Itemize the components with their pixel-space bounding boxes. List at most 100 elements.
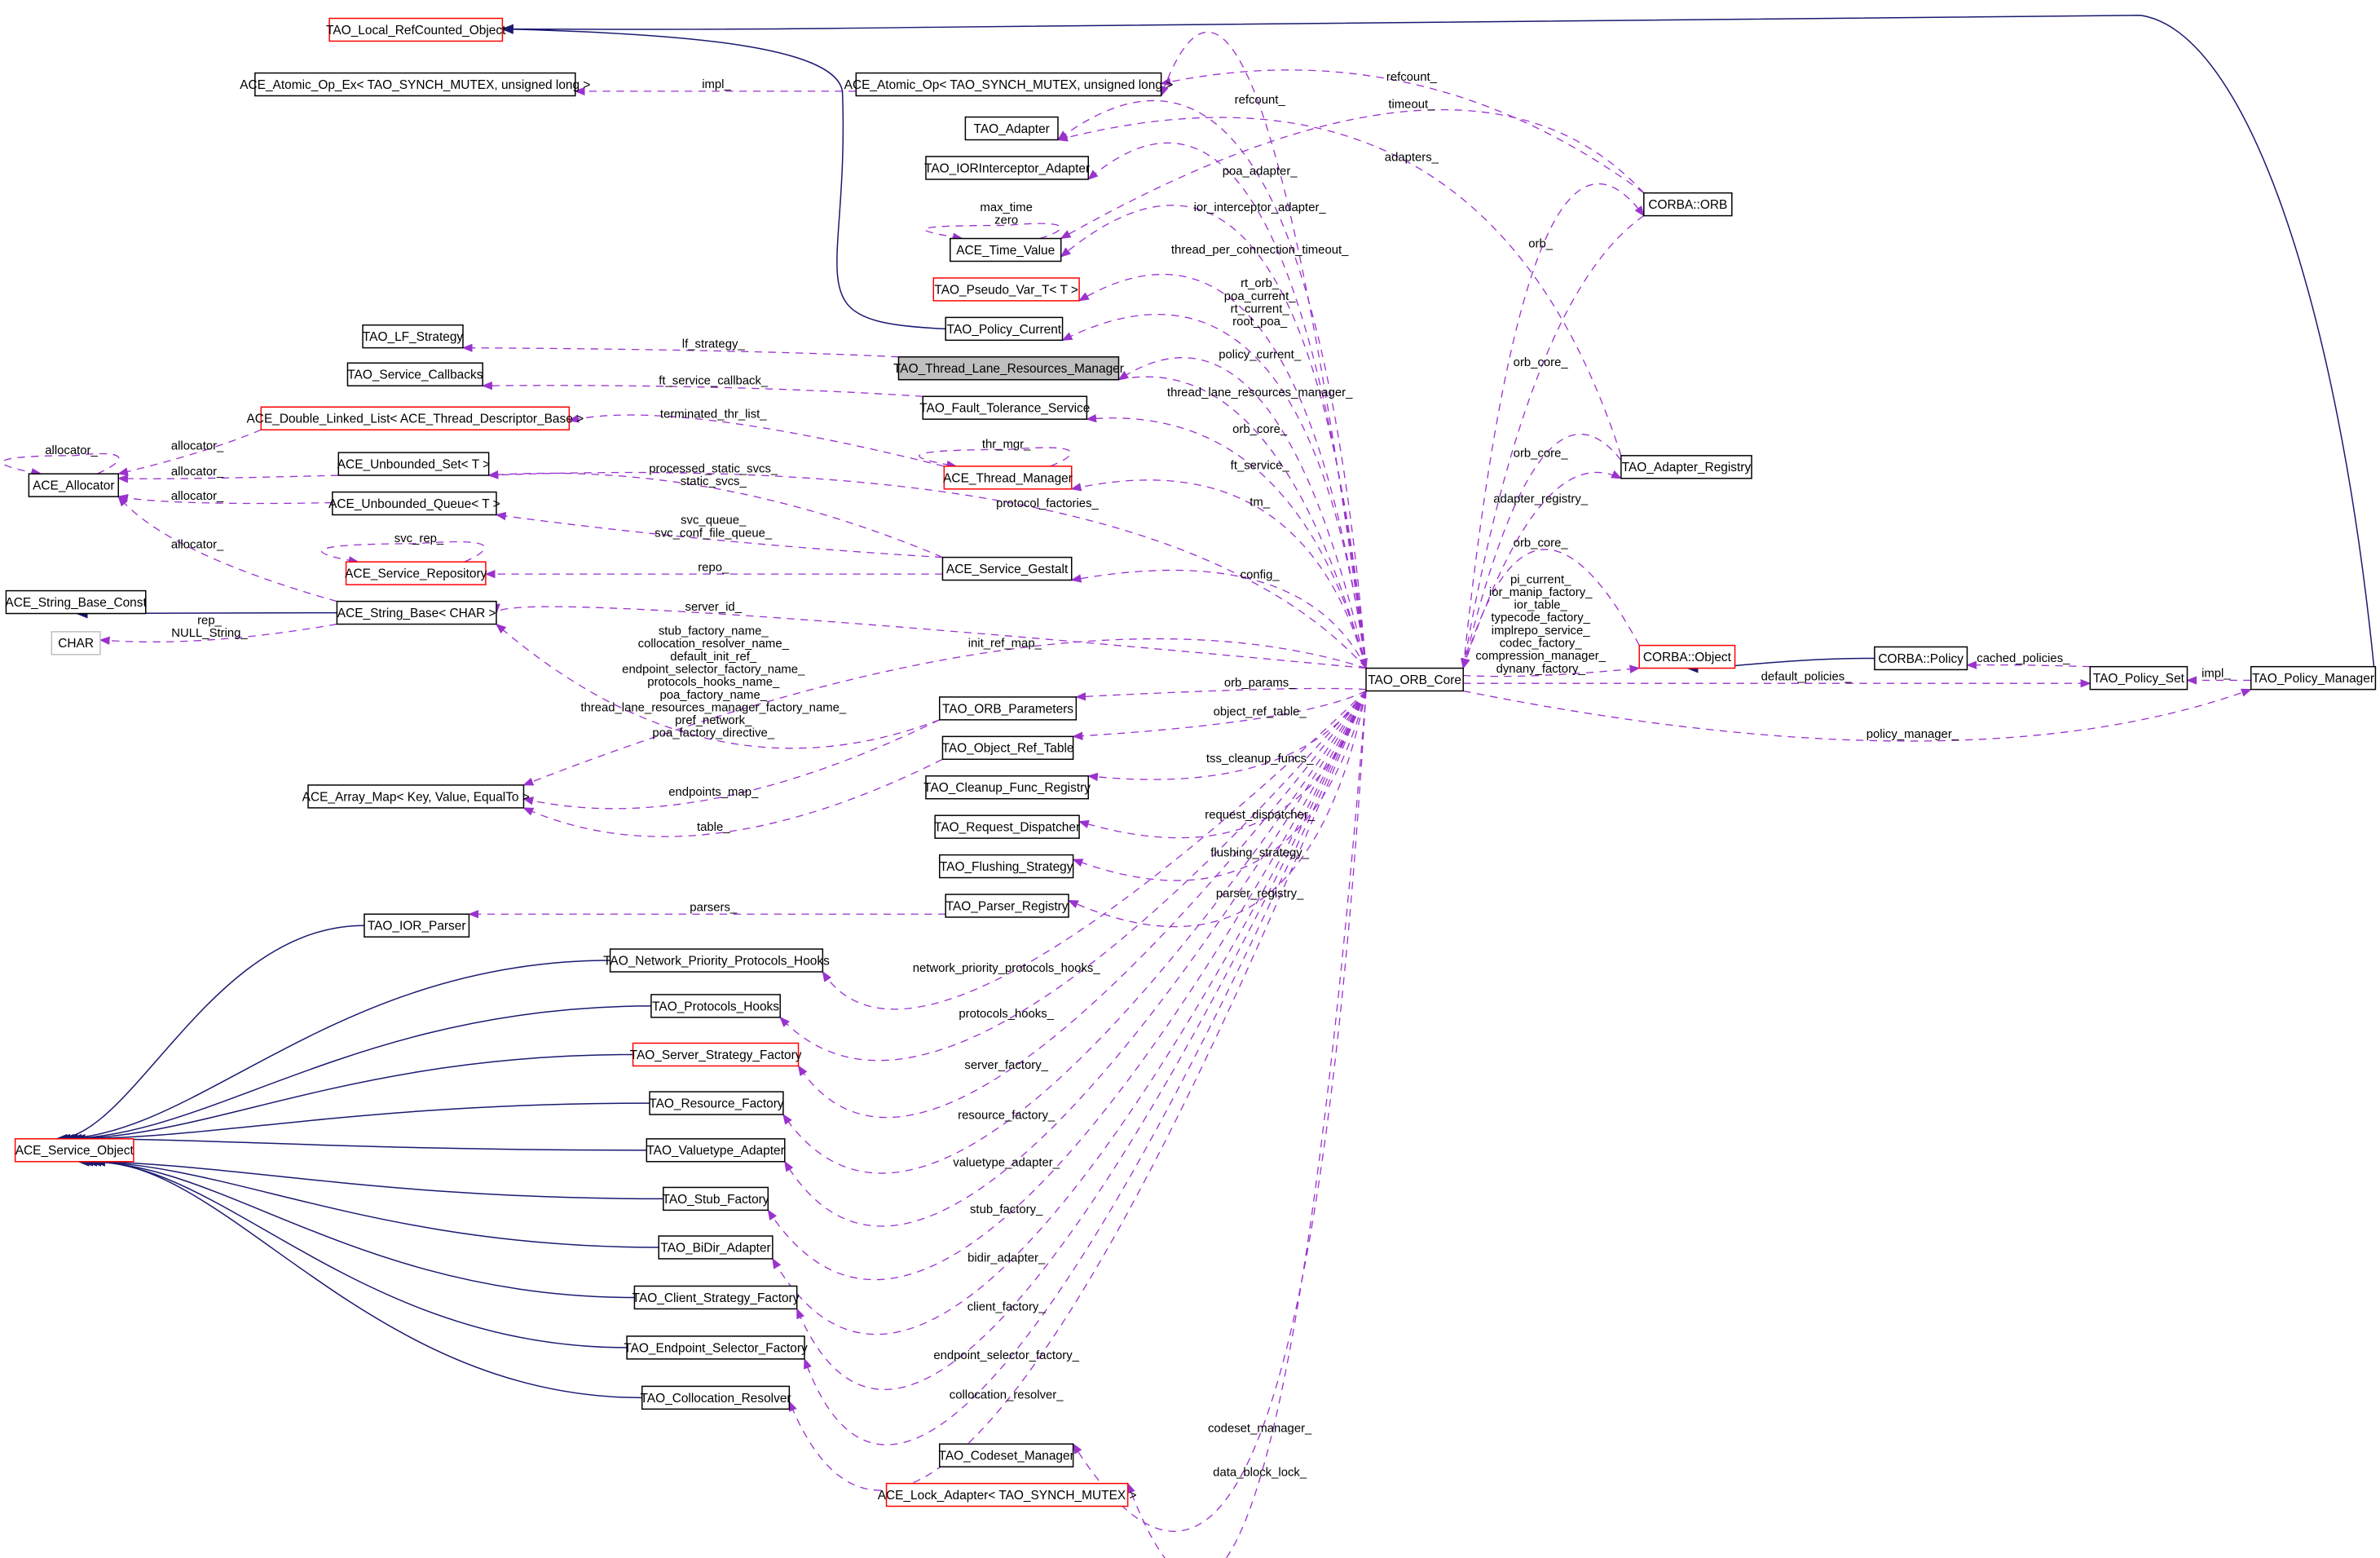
usage-edge [568, 414, 945, 467]
node-tao-bidir-adapter[interactable]: TAO_BiDir_Adapter [658, 1235, 774, 1260]
node-box [663, 1186, 769, 1212]
node-label: TAO_Fault_Tolerance_Service [919, 402, 1090, 416]
node-tao-network-priority-protocols-hooks[interactable]: TAO_Network_Priority_Protocols_Hooks [603, 948, 830, 973]
node-tao-object-ref-table[interactable]: TAO_Object_Ref_Table [942, 735, 1074, 761]
node-label: ACE_Atomic_Op_Ex< TAO_SYNCH_MUTEX, unsig… [240, 78, 590, 92]
usage-edge [487, 470, 1367, 669]
node-box [1643, 192, 1733, 217]
node-box [1638, 644, 1736, 669]
node-ace-lock-adapter-tao-synch-mutex[interactable]: ACE_Lock_Adapter< TAO_SYNCH_MUTEX > [878, 1482, 1137, 1507]
node-tao-orb-core[interactable]: TAO_ORB_Core [1365, 667, 1464, 692]
node-tao-server-strategy-factory[interactable]: TAO_Server_Strategy_Factory [630, 1042, 802, 1067]
node-box [337, 452, 490, 476]
node-tao-cleanup-func-registry[interactable]: TAO_Cleanup_Func_Registry [923, 775, 1091, 800]
edge-label: init_ref_map_ [968, 637, 1042, 650]
node-label: ACE_Array_Map< Key, Value, EqualTo > [302, 790, 530, 804]
node-tao-collocation-resolver[interactable]: TAO_Collocation_Resolver [641, 1385, 791, 1410]
edge-label: collocation_resolver_ [950, 1388, 1064, 1401]
node-ace-thread-manager[interactable]: ACE_Thread_Manager [943, 466, 1073, 490]
node-ace-service-gestalt[interactable]: ACE_Service_Gestalt [941, 556, 1073, 581]
node-box [336, 600, 497, 625]
node-tao-policy-manager[interactable]: TAO_Policy_Manager [2250, 665, 2377, 691]
node-tao-fault-tolerance-service[interactable]: TAO_Fault_Tolerance_Service [919, 395, 1090, 420]
node-label: TAO_Policy_Current [947, 323, 1062, 337]
node-tao-service-callbacks[interactable]: TAO_Service_Callbacks [346, 362, 483, 386]
usage-edge [1060, 108, 1645, 240]
node-box [307, 784, 525, 809]
node-ace-service-object[interactable]: ACE_Service_Object [14, 1138, 134, 1163]
edge-label: repo_ [698, 561, 729, 574]
usage-edge [481, 381, 923, 397]
node-label: ACE_Lock_Adapter< TAO_SYNCH_MUTEX > [878, 1489, 1137, 1503]
edge-label: endpoints_map_ [668, 786, 759, 799]
node-tao-resource-factory[interactable]: TAO_Resource_Factory [649, 1091, 784, 1115]
node-ace-atomic-op-ex-tao-synch-mutex-unsigned-long[interactable]: ACE_Atomic_Op_Ex< TAO_SYNCH_MUTEX, unsig… [240, 72, 590, 97]
node-tao-ior-parser[interactable]: TAO_IOR_Parser [364, 913, 470, 938]
node-box [885, 1482, 1129, 1507]
node-ace-time-value[interactable]: ACE_Time_Value [950, 237, 1062, 263]
node-box [1620, 455, 1752, 479]
node-tao-pseudo-var-t-t[interactable]: TAO_Pseudo_Var_T< T > [932, 277, 1080, 302]
usage-edge [1160, 69, 1645, 194]
edge-label: orb_core_ [1232, 423, 1288, 436]
edge-label: resource_factory_ [958, 1110, 1056, 1123]
node-label: TAO_Client_Strategy_Factory [632, 1291, 800, 1305]
node-tao-lf-strategy[interactable]: TAO_LF_Strategy [362, 324, 464, 349]
node-ace-double-linked-list-ace-thread-descriptor-base[interactable]: ACE_Double_Linked_List< ACE_Thread_Descr… [247, 406, 584, 430]
node-tao-codeset-manager[interactable]: TAO_Codeset_Manager [938, 1443, 1074, 1468]
node-tao-orb-parameters[interactable]: TAO_ORB_Parameters [938, 696, 1078, 721]
node-ace-string-base-const[interactable]: ACE_String_Base_Const [5, 589, 147, 615]
usage-edge [1462, 470, 1623, 669]
node-tao-policy-set[interactable]: TAO_Policy_Set [2089, 665, 2188, 691]
node-ace-unbounded-queue-t[interactable]: ACE_Unbounded_Queue< T > [328, 491, 500, 516]
node-tao-adapter-registry[interactable]: TAO_Adapter_Registry [1620, 455, 1752, 479]
usage-edge [522, 719, 941, 810]
node-box [641, 1385, 791, 1410]
node-tao-thread-lane-resources-manager[interactable]: TAO_Thread_Lane_Resources_Manager [893, 356, 1124, 381]
node-ace-string-base-char[interactable]: ACE_String_Base< CHAR > [336, 600, 497, 625]
node-ace-unbounded-set-t[interactable]: ACE_Unbounded_Set< T > [337, 452, 490, 476]
usage-edge [1070, 569, 1367, 669]
node-box [938, 696, 1078, 721]
node-corba-policy[interactable]: CORBA::Policy [1874, 646, 1968, 671]
usage-edge [2, 452, 120, 477]
node-ace-allocator[interactable]: ACE_Allocator [28, 473, 119, 497]
usage-edge [796, 691, 1367, 1391]
node-tao-protocols-hooks[interactable]: TAO_Protocols_Hooks [650, 994, 781, 1018]
node-label: CORBA::Policy [1878, 652, 1964, 666]
node-tao-flushing-strategy[interactable]: TAO_Flushing_Strategy [938, 854, 1074, 879]
node-tao-policy-current[interactable]: TAO_Policy_Current [945, 316, 1064, 342]
usage-edge [1075, 687, 1367, 701]
node-label: TAO_Local_RefCounted_Object [326, 24, 506, 38]
node-box [345, 561, 487, 585]
node-corba-orb[interactable]: CORBA::ORB [1643, 192, 1733, 217]
node-tao-request-dispatcher[interactable]: TAO_Request_Dispatcher [934, 814, 1080, 839]
inheritance-edge [58, 960, 610, 1144]
node-tao-adapter[interactable]: TAO_Adapter [964, 116, 1059, 141]
node-tao-valuetype-adapter[interactable]: TAO_Valuetype_Adapter [646, 1138, 786, 1163]
edge-label: thread_lane_resources_manager_ [1167, 386, 1353, 399]
node-char[interactable]: CHAR [51, 631, 101, 655]
node-tao-iorinterceptor-adapter[interactable]: TAO_IORInterceptor_Adapter [924, 156, 1090, 180]
node-box [925, 156, 1089, 180]
node-label: TAO_Resource_Factory [649, 1097, 784, 1111]
edge-label: server_factory_ [964, 1059, 1048, 1072]
node-label: TAO_Policy_Manager [2252, 672, 2374, 686]
node-box [938, 1443, 1074, 1468]
node-label: TAO_IOR_Parser [368, 920, 466, 933]
node-ace-array-map-key-value-equalto[interactable]: ACE_Array_Map< Key, Value, EqualTo > [302, 784, 530, 809]
node-corba-object[interactable]: CORBA::Object [1638, 644, 1736, 669]
node-box [934, 814, 1080, 839]
usage-edge [1126, 691, 1367, 1558]
node-ace-service-repository[interactable]: ACE_Service_Repository [345, 561, 487, 585]
node-tao-stub-factory[interactable]: TAO_Stub_Factory [663, 1186, 769, 1212]
edge-label: adapter_registry_ [1493, 493, 1588, 506]
node-ace-atomic-op-tao-synch-mutex-unsigned-long[interactable]: ACE_Atomic_Op< TAO_SYNCH_MUTEX, unsigned… [844, 72, 1174, 97]
node-tao-local-refcounted-object[interactable]: TAO_Local_RefCounted_Object [326, 17, 506, 42]
node-box [632, 1042, 800, 1067]
node-box [5, 589, 147, 615]
usage-edge [461, 343, 899, 358]
node-tao-client-strategy-factory[interactable]: TAO_Client_Strategy_Factory [632, 1285, 800, 1310]
node-tao-endpoint-selector-factory[interactable]: TAO_Endpoint_Selector_Factory [624, 1335, 808, 1360]
node-tao-parser-registry[interactable]: TAO_Parser_Registry [945, 894, 1069, 918]
